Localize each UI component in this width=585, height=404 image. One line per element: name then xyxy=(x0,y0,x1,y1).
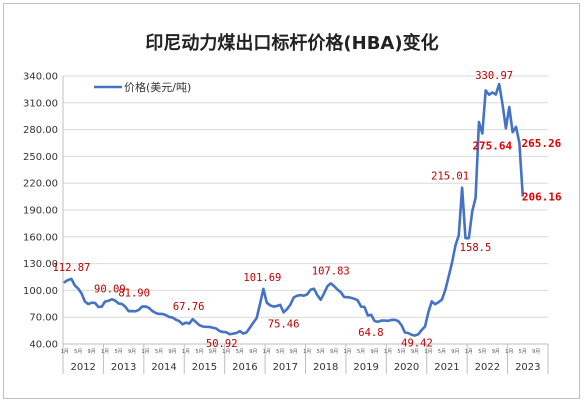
month-tick-label: 9月 xyxy=(451,349,459,355)
data-label: 50.92 xyxy=(206,338,238,350)
data-label: 265.26 xyxy=(521,137,561,150)
x-tick-label-year: 2023 xyxy=(515,362,540,373)
data-label: 64.8 xyxy=(358,327,383,339)
x-tick-label-year: 2018 xyxy=(313,362,338,373)
y-tick-label: 340.00 xyxy=(23,72,58,83)
data-label: 215.01 xyxy=(431,171,469,183)
x-tick-label-year: 2014 xyxy=(151,362,176,373)
y-tick-label: 190.00 xyxy=(23,206,58,217)
month-tick-label: 5月 xyxy=(74,349,82,355)
x-tick-label-year: 2017 xyxy=(273,362,298,373)
data-label: 206.16 xyxy=(522,191,562,204)
month-tick-label: 9月 xyxy=(88,349,96,355)
data-label: 81.90 xyxy=(118,288,150,300)
legend-label: 价格(美元/吨) xyxy=(124,80,191,94)
y-tick-label: 280.00 xyxy=(23,125,58,136)
y-tick-label: 220.00 xyxy=(23,179,58,190)
y-tick-label: 70.00 xyxy=(29,313,58,324)
month-tick-label: 1月 xyxy=(424,349,432,355)
grid-lines xyxy=(62,75,548,345)
month-tick-label: 9月 xyxy=(290,349,298,355)
data-label: 49.42 xyxy=(401,338,433,350)
month-tick-label: 5月 xyxy=(357,349,365,355)
series-layer xyxy=(63,82,525,337)
month-tick-label: 1月 xyxy=(101,349,109,355)
month-tick-label: 1月 xyxy=(384,349,392,355)
month-tick-label: 5月 xyxy=(478,349,486,355)
x-tick-label-year: 2021 xyxy=(434,362,459,373)
month-tick-label: 1月 xyxy=(344,349,352,355)
series-line-0 xyxy=(63,82,525,337)
month-tick-label: 5月 xyxy=(397,349,405,355)
y-tick-label: 40.00 xyxy=(29,340,58,351)
data-label: 107.83 xyxy=(312,265,350,277)
month-tick-label: 1月 xyxy=(465,349,473,355)
data-label: 158.5 xyxy=(460,242,492,254)
y-tick-label: 100.00 xyxy=(23,286,58,297)
y-tick-label: 160.00 xyxy=(23,232,58,243)
month-tick-label: 9月 xyxy=(411,349,419,355)
month-tick-label: 9月 xyxy=(532,349,540,355)
x-tick-label-year: 2016 xyxy=(232,362,257,373)
x-tick-label-year: 2015 xyxy=(192,362,217,373)
month-tick-label: 5月 xyxy=(155,349,163,355)
month-tick-label: 5月 xyxy=(317,349,325,355)
month-tick-label: 1月 xyxy=(505,349,513,355)
month-tick-label: 9月 xyxy=(330,349,338,355)
month-tick-label: 1月 xyxy=(303,349,311,355)
month-tick-label: 9月 xyxy=(370,349,378,355)
month-tick-label: 5月 xyxy=(114,349,122,355)
data-label: 75.46 xyxy=(268,318,300,330)
y-tick-label: 310.00 xyxy=(23,98,58,109)
legend: 价格(美元/吨) xyxy=(94,80,191,94)
month-tick-label: 9月 xyxy=(168,349,176,355)
month-tick-label: 5月 xyxy=(276,349,284,355)
x-tick-label-year: 2022 xyxy=(475,362,500,373)
chart-title: 印尼动力煤出口标杆价格(HBA)变化 xyxy=(145,32,438,54)
month-tick-label: 9月 xyxy=(128,349,136,355)
x-axis: 1月 5月 9月 2012 1月 5月 9月 2013 1月 5月 9月 2014 1月 5月 9月 2015… xyxy=(61,343,549,374)
x-tick-label-year: 2020 xyxy=(394,362,419,373)
y-tick-label: 130.00 xyxy=(23,259,58,270)
chart-frame xyxy=(3,3,580,399)
x-tick-label-year: 2012 xyxy=(70,362,95,373)
month-tick-label: 9月 xyxy=(209,349,217,355)
month-tick-label: 1月 xyxy=(61,349,69,355)
data-label: 101.69 xyxy=(243,272,281,284)
month-tick-label: 1月 xyxy=(222,349,230,355)
data-label: 275.64 xyxy=(472,139,512,152)
month-tick-label: 5月 xyxy=(195,349,203,355)
data-label: 112.87 xyxy=(52,262,90,274)
month-tick-label: 9月 xyxy=(492,349,500,355)
month-tick-label: 5月 xyxy=(519,349,527,355)
x-tick-label-year: 2019 xyxy=(353,362,378,373)
month-tick-label: 1月 xyxy=(182,349,190,355)
data-label: 67.76 xyxy=(173,301,205,313)
month-tick-label: 5月 xyxy=(236,349,244,355)
month-tick-label: 1月 xyxy=(263,349,271,355)
x-tick-label-year: 2013 xyxy=(111,362,136,373)
month-tick-label: 1月 xyxy=(141,349,149,355)
data-label: 330.97 xyxy=(475,70,513,82)
y-tick-label: 250.00 xyxy=(23,152,58,163)
data-label: 90.09 xyxy=(94,283,126,295)
y-axis-ticks: 40.00 70.00 100.00 130.00 160.00 190.00 220.00… xyxy=(23,72,58,351)
month-tick-label: 5月 xyxy=(438,349,446,355)
month-tick-label: 9月 xyxy=(249,349,257,355)
